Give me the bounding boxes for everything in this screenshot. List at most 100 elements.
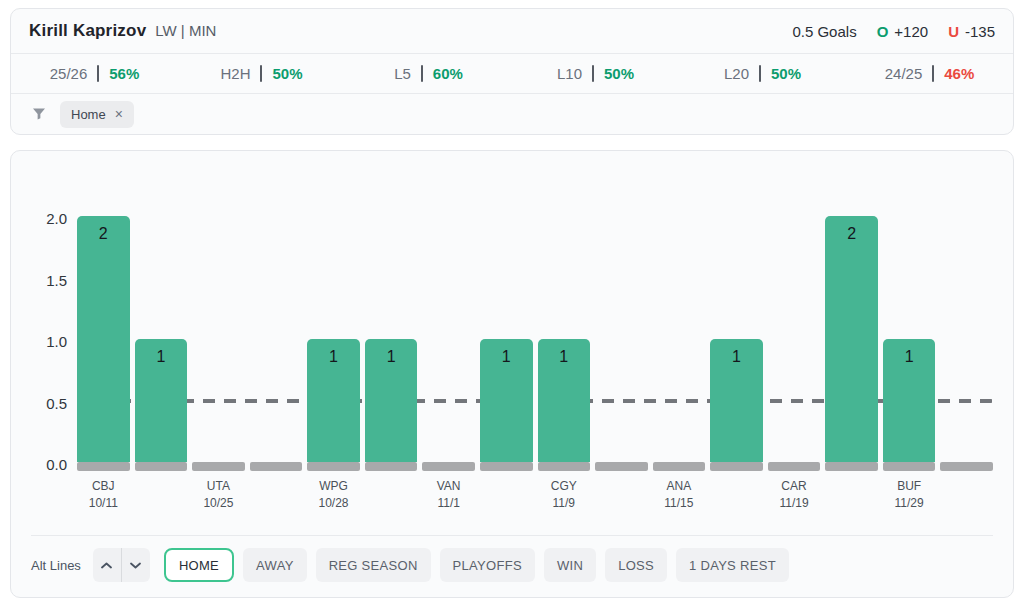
x-axis-label-empty: [135, 478, 188, 518]
bar-slot: 1: [710, 198, 763, 471]
y-axis-tick: 0.5: [46, 395, 67, 413]
player-summary-card: Kirill Kaprizov LW | MIN 0.5 Goals O +12…: [10, 8, 1014, 135]
zero-bar: [768, 462, 821, 471]
stat-separator: [97, 65, 99, 82]
bar-value-label: 1: [135, 348, 188, 366]
goals-chart-card: 2.01.51.00.50.0 211111121 CBJ10/11UTA10/…: [10, 150, 1014, 598]
close-icon[interactable]: ×: [115, 107, 123, 121]
bar-base: [825, 462, 878, 471]
game-team: BUF: [883, 478, 936, 495]
player-title: Kirill Kaprizov LW | MIN: [29, 21, 216, 41]
under-indicator: U: [948, 23, 959, 40]
alt-lines-stepper: [93, 548, 150, 582]
x-axis-label: ANA11/15: [653, 478, 706, 518]
stat-value: 60%: [433, 65, 463, 82]
game-team: VAN: [422, 478, 475, 495]
alt-lines-label: Alt Lines: [31, 558, 81, 573]
game-team: WPG: [307, 478, 360, 495]
goal-bar: 1: [365, 339, 418, 462]
zero-bar: [595, 462, 648, 471]
x-axis-label: VAN11/1: [422, 478, 475, 518]
header-row: Kirill Kaprizov LW | MIN 0.5 Goals O +12…: [11, 9, 1013, 53]
filter-button-win[interactable]: WIN: [544, 548, 596, 582]
bar-slot: 2: [77, 198, 130, 471]
bar-base: [135, 462, 188, 471]
bar-slot: [768, 198, 821, 471]
stat-value: 56%: [109, 65, 139, 82]
x-axis-label: CGY11/9: [538, 478, 591, 518]
x-axis-label-empty: [940, 478, 993, 518]
bar-value-label: 1: [883, 348, 936, 366]
stat-l5: L560%: [345, 65, 512, 82]
game-team: UTA: [192, 478, 245, 495]
filter-chip-label: Home: [71, 107, 106, 122]
stat-separator: [421, 65, 423, 82]
stat-25-26: 25/26 56%: [11, 65, 178, 82]
game-date: 11/15: [653, 495, 706, 512]
stepper-down-button[interactable]: [122, 548, 150, 582]
stat-label: L20: [724, 65, 749, 82]
under-odds[interactable]: U -135: [948, 23, 995, 40]
x-axis-label-empty: [710, 478, 763, 518]
bar-slot: 2: [825, 198, 878, 471]
zero-bar: [653, 462, 706, 471]
zero-bar: [940, 462, 993, 471]
game-date: 11/29: [883, 495, 936, 512]
odds-group: 0.5 Goals O +120 U -135: [792, 23, 995, 40]
stat-h2h: H2H50%: [178, 65, 345, 82]
player-name: Kirill Kaprizov: [29, 21, 146, 41]
stat-l20: L20 50%: [679, 65, 846, 82]
x-axis-label: CAR11/19: [768, 478, 821, 518]
filter-button-reg-season[interactable]: REG SEASON: [316, 548, 431, 582]
game-team: ANA: [653, 478, 706, 495]
y-axis-tick: 1.0: [46, 333, 67, 351]
bar-base: [883, 462, 936, 471]
zero-bar: [250, 462, 303, 471]
bar-slot: [422, 198, 475, 471]
bar-base: [710, 462, 763, 471]
filter-button-home[interactable]: HOME: [164, 548, 234, 582]
stat-separator: [260, 65, 262, 82]
bars-area: 211111121: [77, 198, 993, 471]
bar-base: [365, 462, 418, 471]
stepper-up-button[interactable]: [93, 548, 121, 582]
bar-value-label: 1: [710, 348, 763, 366]
x-axis-label: UTA10/25: [192, 478, 245, 518]
bar-slot: 1: [135, 198, 188, 471]
stat-24-25: 24/2546%: [846, 65, 1013, 82]
y-axis-tick: 2.0: [46, 210, 67, 228]
game-team: CBJ: [77, 478, 130, 495]
stat-value: 50%: [604, 65, 634, 82]
filter-button-1-days-rest[interactable]: 1 DAYS REST: [676, 548, 789, 582]
bar-value-label: 1: [480, 348, 533, 366]
bar-slot: 1: [480, 198, 533, 471]
over-odds-value: +120: [894, 23, 928, 40]
bar-value-label: 1: [365, 348, 418, 366]
zero-bar: [192, 462, 245, 471]
bar-value-label: 1: [538, 348, 591, 366]
goal-bar: 1: [307, 339, 360, 462]
stat-value: 50%: [272, 65, 302, 82]
filter-button-away[interactable]: AWAY: [243, 548, 307, 582]
filter-button-playoffs[interactable]: PLAYOFFS: [440, 548, 535, 582]
stat-label: 25/26: [50, 65, 88, 82]
y-axis-tick: 1.5: [46, 272, 67, 290]
over-odds[interactable]: O +120: [877, 23, 928, 40]
filter-button-loss[interactable]: LOSS: [605, 548, 667, 582]
chart-controls: Alt Lines HOME AWAY REG SEASON PLAYOFFS WIN L…: [31, 547, 993, 583]
stat-label: L10: [557, 65, 582, 82]
x-axis-label: CBJ10/11: [77, 478, 130, 518]
goal-bar: 1: [710, 339, 763, 462]
game-date: 10/11: [77, 495, 130, 512]
stat-separator: [932, 65, 934, 82]
stat-value: 50%: [771, 65, 801, 82]
bar-slot: [595, 198, 648, 471]
y-axis-tick: 0.0: [46, 456, 67, 474]
x-axis-label: WPG10/28: [307, 478, 360, 518]
goal-bar: 1: [480, 339, 533, 462]
game-date: 11/1: [422, 495, 475, 512]
filter-chip-home[interactable]: Home ×: [60, 101, 134, 128]
filter-buttons: HOME AWAY REG SEASON PLAYOFFS WIN LOSS 1 DAYS …: [164, 548, 789, 582]
over-indicator: O: [877, 23, 889, 40]
player-position-team: LW | MIN: [155, 22, 216, 39]
